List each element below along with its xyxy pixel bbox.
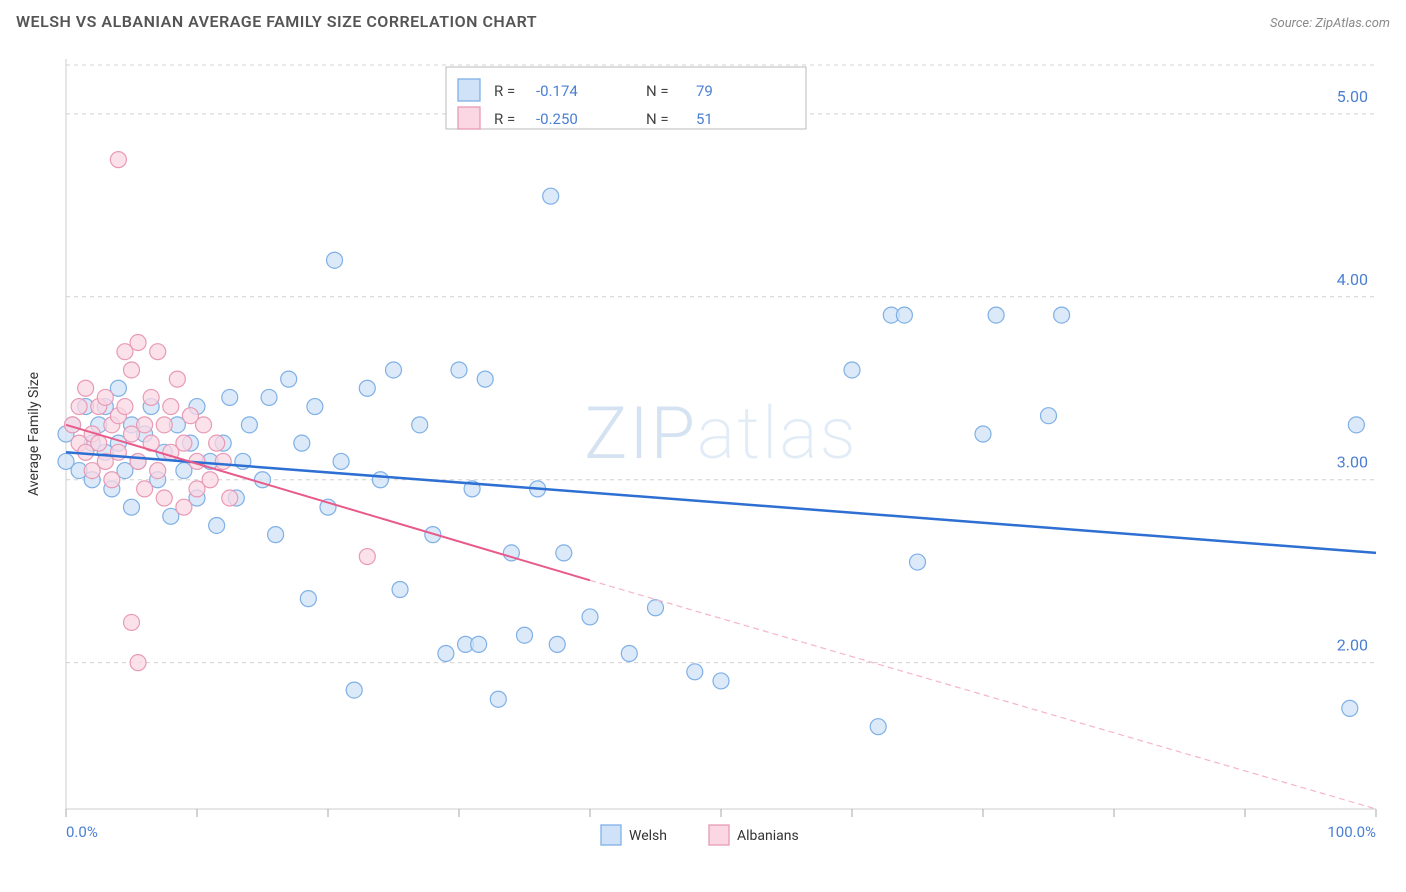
data-point: [438, 646, 454, 662]
data-point: [209, 435, 225, 451]
legend-n-label: N =: [646, 82, 669, 100]
chart-title: WELSH VS ALBANIAN AVERAGE FAMILY SIZE CO…: [16, 12, 537, 31]
trend-line-albanians-extrapolated: [590, 580, 1376, 809]
data-point: [241, 417, 257, 433]
data-point: [359, 380, 375, 396]
data-point: [451, 362, 467, 378]
data-point: [556, 545, 572, 561]
data-point: [477, 371, 493, 387]
data-point: [870, 719, 886, 735]
data-point: [202, 472, 218, 488]
data-point: [163, 399, 179, 415]
data-point: [156, 490, 172, 506]
data-point: [1041, 408, 1057, 424]
data-point: [97, 389, 113, 405]
legend-swatch: [458, 107, 480, 129]
data-point: [104, 472, 120, 488]
x-max-label: 100.0%: [1327, 823, 1376, 841]
data-point: [124, 614, 140, 630]
data-point: [78, 380, 94, 396]
data-point: [346, 682, 362, 698]
data-point: [261, 389, 277, 405]
source-label: Source: ZipAtlas.com: [1270, 16, 1390, 31]
legend-r-value: -0.250: [536, 110, 578, 128]
data-point: [209, 517, 225, 533]
data-point: [294, 435, 310, 451]
series-swatch: [601, 825, 621, 845]
series-swatch: [709, 825, 729, 845]
data-point: [137, 417, 153, 433]
data-point: [549, 636, 565, 652]
data-point: [386, 362, 402, 378]
data-point: [117, 399, 133, 415]
data-point: [1342, 700, 1358, 716]
watermark: ZIPatlas: [584, 391, 857, 476]
data-point: [975, 426, 991, 442]
legend-n-label: N =: [646, 110, 669, 128]
series-label: Albanians: [737, 828, 799, 844]
scatter-chart: 2.00 3.00 4.00 5.00 0.0% 100.0% Average Family…: [16, 39, 1390, 849]
data-point: [687, 664, 703, 680]
y-tick-label: 5.00: [1337, 87, 1368, 106]
data-point: [372, 472, 388, 488]
data-point: [130, 453, 146, 469]
data-point: [333, 453, 349, 469]
legend-n-value: 51: [696, 110, 713, 128]
data-point: [910, 554, 926, 570]
legend-r-label: R =: [494, 82, 515, 100]
legend-r-label: R =: [494, 110, 515, 128]
data-point: [648, 600, 664, 616]
y-tick-label: 3.00: [1337, 453, 1368, 472]
data-point: [150, 344, 166, 360]
data-point: [110, 152, 126, 168]
legend-n-value: 79: [696, 82, 713, 100]
data-point: [490, 691, 506, 707]
data-point: [359, 549, 375, 565]
legend-swatch: [458, 79, 480, 101]
data-point: [543, 188, 559, 204]
y-tick-label: 2.00: [1337, 636, 1368, 655]
data-point: [124, 362, 140, 378]
data-point: [412, 417, 428, 433]
y-tick-label: 4.00: [1337, 270, 1368, 289]
data-point: [844, 362, 860, 378]
data-point: [130, 655, 146, 671]
data-point: [124, 499, 140, 515]
data-point: [517, 627, 533, 643]
data-point: [150, 463, 166, 479]
data-point: [130, 335, 146, 351]
data-point: [176, 435, 192, 451]
data-point: [392, 581, 408, 597]
x-min-label: 0.0%: [66, 823, 98, 841]
data-point: [471, 636, 487, 652]
data-point: [156, 417, 172, 433]
data-point: [71, 399, 87, 415]
data-point: [307, 399, 323, 415]
data-point: [1348, 417, 1364, 433]
data-point: [988, 307, 1004, 323]
legend-r-value: -0.174: [536, 82, 578, 100]
data-point: [1054, 307, 1070, 323]
data-point: [268, 527, 284, 543]
data-point: [215, 453, 231, 469]
data-point: [582, 609, 598, 625]
data-point: [713, 673, 729, 689]
data-point: [327, 252, 343, 268]
data-point: [196, 417, 212, 433]
data-point: [300, 591, 316, 607]
data-point: [281, 371, 297, 387]
data-point: [143, 389, 159, 405]
data-point: [222, 389, 238, 405]
data-point: [621, 646, 637, 662]
data-point: [896, 307, 912, 323]
data-point: [91, 435, 107, 451]
data-point: [176, 499, 192, 515]
data-point: [137, 481, 153, 497]
y-axis-title: Average Family Size: [26, 372, 42, 496]
trend-line-albanians: [66, 425, 590, 580]
data-point: [169, 371, 185, 387]
series-label: Welsh: [629, 828, 667, 844]
data-point: [222, 490, 238, 506]
